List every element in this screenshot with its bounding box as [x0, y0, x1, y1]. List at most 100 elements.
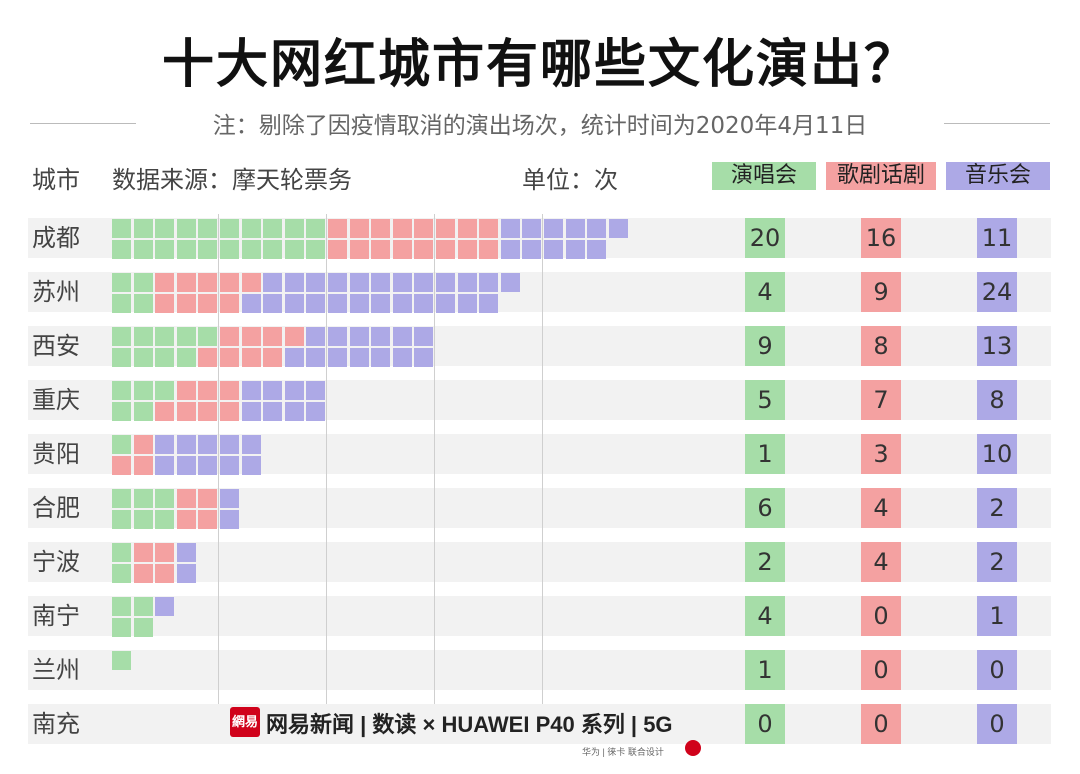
waffle-cell — [134, 456, 153, 475]
waffle-cell — [306, 348, 325, 367]
waffle-cell — [155, 402, 174, 421]
waffle-cell — [587, 219, 606, 238]
waffle-cell — [177, 543, 196, 562]
waffle-cell — [112, 402, 131, 421]
waffle-cell — [285, 402, 304, 421]
value-badge: 20 — [745, 218, 785, 258]
waffle-cell — [414, 219, 433, 238]
waffle-cell — [177, 327, 196, 346]
waffle-cell — [112, 489, 131, 508]
value-badge: 4 — [861, 542, 901, 582]
waffle-cell — [112, 219, 131, 238]
waffle-cell — [458, 219, 477, 238]
waffle-cell — [414, 294, 433, 313]
waffle-cell — [458, 294, 477, 313]
waffle-cell — [112, 348, 131, 367]
waffle-cell — [371, 294, 390, 313]
gridline — [326, 214, 327, 704]
waffle-cell — [220, 456, 239, 475]
waffle-cell — [285, 381, 304, 400]
waffle-cell — [134, 240, 153, 259]
waffle-cell — [242, 348, 261, 367]
waffle-cell — [155, 294, 174, 313]
legend-drama: 歌剧话剧 — [826, 162, 936, 190]
waffle-cell — [134, 435, 153, 454]
waffle-cell — [263, 327, 282, 346]
value-badge: 0 — [861, 704, 901, 744]
waffle-cell — [220, 489, 239, 508]
waffle-cell — [436, 240, 455, 259]
city-label: 重庆 — [32, 386, 80, 414]
subtitle-rule-left — [30, 123, 136, 124]
waffle-cell — [328, 273, 347, 292]
waffle-cell — [306, 219, 325, 238]
waffle-cell — [414, 327, 433, 346]
waffle-cell — [350, 219, 369, 238]
data-source: 数据来源：摩天轮票务 — [112, 166, 352, 194]
waffle-cell — [609, 219, 628, 238]
waffle-cell — [155, 240, 174, 259]
waffle-cell — [350, 348, 369, 367]
waffle-cell — [177, 402, 196, 421]
waffle-cell — [112, 564, 131, 583]
city-column-header: 城市 — [32, 166, 80, 194]
waffle-cell — [242, 327, 261, 346]
waffle-cell — [242, 456, 261, 475]
waffle-cell — [134, 294, 153, 313]
value-badge: 7 — [861, 380, 901, 420]
waffle-cell — [220, 273, 239, 292]
waffle-cell — [306, 327, 325, 346]
waffle-cell — [112, 510, 131, 529]
value-badge: 6 — [745, 488, 785, 528]
waffle-cell — [112, 618, 131, 637]
waffle-cell — [155, 219, 174, 238]
waffle-cell — [414, 240, 433, 259]
waffle-cell — [350, 273, 369, 292]
value-badge: 1 — [745, 434, 785, 474]
waffle-cell — [458, 273, 477, 292]
waffle-cell — [328, 294, 347, 313]
waffle-cell — [177, 294, 196, 313]
waffle-cell — [177, 489, 196, 508]
waffle-cell — [328, 327, 347, 346]
waffle-cell — [177, 240, 196, 259]
gridline — [218, 214, 219, 704]
waffle-cell — [242, 435, 261, 454]
waffle-cell — [220, 435, 239, 454]
waffle-cell — [306, 294, 325, 313]
value-badge: 4 — [861, 488, 901, 528]
waffle-cell — [155, 597, 174, 616]
waffle-cell — [350, 294, 369, 313]
waffle-cell — [198, 402, 217, 421]
waffle-cell — [134, 327, 153, 346]
waffle-cell — [328, 240, 347, 259]
waffle-cell — [285, 294, 304, 313]
value-badge: 2 — [977, 488, 1017, 528]
waffle-cell — [134, 402, 153, 421]
waffle-cell — [242, 219, 261, 238]
city-label: 苏州 — [32, 278, 80, 306]
value-badge: 0 — [861, 596, 901, 636]
waffle-cell — [371, 273, 390, 292]
waffle-cell — [393, 348, 412, 367]
netease-logo: 網易 — [230, 707, 260, 737]
chart-title: 十大网红城市有哪些文化演出？ — [161, 35, 918, 95]
waffle-cell — [393, 219, 412, 238]
waffle-cell — [134, 510, 153, 529]
waffle-cell — [134, 219, 153, 238]
legend-music: 音乐会 — [946, 162, 1050, 190]
waffle-cell — [112, 597, 131, 616]
waffle-cell — [522, 240, 541, 259]
waffle-cell — [479, 240, 498, 259]
waffle-cell — [220, 348, 239, 367]
waffle-cell — [112, 651, 131, 670]
waffle-cell — [522, 219, 541, 238]
city-label: 贵阳 — [32, 440, 80, 468]
city-label: 兰州 — [32, 656, 80, 684]
waffle-cell — [198, 327, 217, 346]
gridline — [542, 214, 543, 704]
waffle-cell — [393, 327, 412, 346]
waffle-cell — [501, 240, 520, 259]
leica-logo-icon — [685, 740, 701, 756]
